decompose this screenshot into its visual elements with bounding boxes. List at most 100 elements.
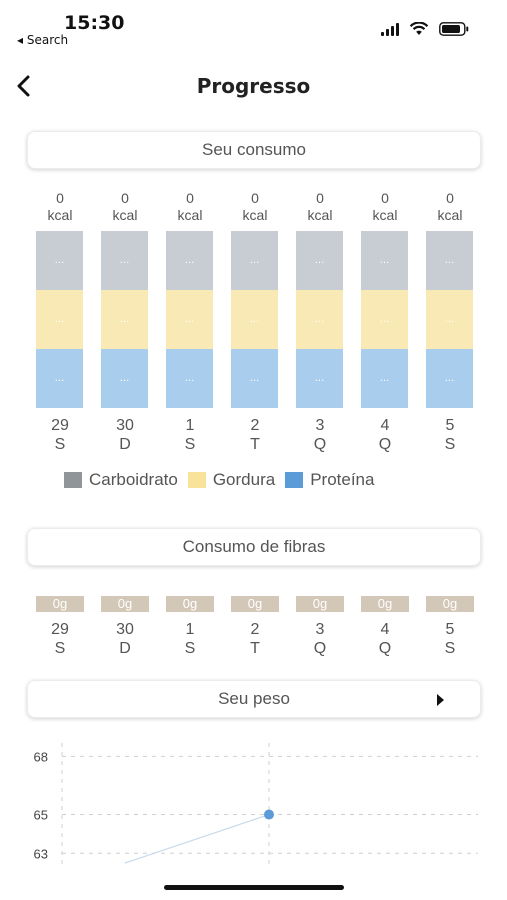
legend-swatch — [285, 472, 304, 488]
fat-bar[interactable]: ... — [296, 290, 343, 349]
fibra-day-column: 0g 4 Q — [361, 596, 409, 658]
protein-bar[interactable]: ... — [361, 349, 408, 408]
fibra-value-badge: 0g — [296, 596, 344, 612]
day-weekday: S — [184, 640, 196, 657]
fibra-day-column: 0g 2 T — [231, 596, 279, 658]
day-weekday: D — [119, 436, 131, 453]
fat-bar[interactable]: ... — [231, 290, 278, 349]
kcal-value: 0 — [251, 190, 259, 206]
protein-bar[interactable]: ... — [426, 349, 473, 408]
y-tick-label: 65 — [34, 808, 48, 823]
fat-bar[interactable]: ... — [361, 290, 408, 349]
peso-header-label: Seu peso — [218, 689, 290, 708]
day-weekday: Q — [313, 436, 327, 453]
protein-bar[interactable]: ... — [296, 349, 343, 408]
fibra-value-badge: 0g — [166, 596, 214, 612]
y-tick-label: 63 — [34, 846, 48, 861]
day-date: 5 — [445, 417, 455, 434]
day-date: 3 — [315, 621, 325, 638]
day-date: 2 — [250, 417, 260, 434]
fibra-day-column: 0g 5 S — [426, 596, 474, 658]
day-weekday: S — [444, 436, 456, 453]
kcal-unit: kcal — [372, 207, 398, 223]
day-date: 3 — [315, 417, 325, 434]
day-weekday: S — [444, 640, 456, 657]
consumo-day-column: 0 kcal......... 29 S — [36, 190, 84, 460]
consumo-day-column: 0 kcal......... 2 T — [231, 190, 279, 460]
day-weekday: T — [250, 436, 260, 453]
fat-bar[interactable]: ... — [166, 290, 213, 349]
kcal-unit: kcal — [112, 207, 138, 223]
day-date: 29 — [51, 417, 69, 434]
carb-bar[interactable]: ... — [36, 231, 83, 290]
weight-data-point[interactable] — [264, 809, 274, 820]
carb-bar[interactable]: ... — [361, 231, 408, 290]
fibra-value-badge: 0g — [231, 596, 279, 612]
fat-bar[interactable]: ... — [426, 290, 473, 349]
fibra-day-column: 0g 30 D — [101, 596, 149, 658]
carb-bar[interactable]: ... — [101, 231, 148, 290]
day-date: 30 — [116, 417, 134, 434]
signal-icon — [381, 23, 399, 36]
day-date: 4 — [380, 417, 390, 434]
day-date: 4 — [380, 621, 390, 638]
kcal-unit: kcal — [242, 207, 268, 223]
legend-item: Carboidrato — [64, 470, 178, 490]
fibra-value-badge: 0g — [36, 596, 84, 612]
protein-bar[interactable]: ... — [36, 349, 83, 408]
consumo-section-header[interactable]: Seu consumo — [27, 131, 481, 169]
play-arrow-icon[interactable] — [437, 694, 444, 706]
day-weekday: S — [54, 640, 66, 657]
protein-bar[interactable]: ... — [231, 349, 278, 408]
legend-item: Gordura — [187, 470, 276, 490]
kcal-unit: kcal — [437, 207, 463, 223]
peso-section-header[interactable]: Seu peso — [27, 680, 481, 718]
carb-bar[interactable]: ... — [296, 231, 343, 290]
consumo-day-column: 0 kcal......... 4 Q — [361, 190, 409, 460]
wifi-icon — [409, 22, 429, 35]
protein-bar[interactable]: ... — [166, 349, 213, 408]
page-title: Progresso — [196, 74, 311, 98]
back-chevron-icon[interactable] — [14, 70, 44, 102]
protein-bar[interactable]: ... — [101, 349, 148, 408]
fat-bar[interactable]: ... — [101, 290, 148, 349]
legend-item: Proteína — [285, 470, 374, 490]
legend-swatch — [64, 472, 82, 488]
fibra-value-badge: 0g — [101, 596, 149, 612]
day-weekday: T — [250, 640, 260, 657]
consumo-day-column: 0 kcal......... 30 D — [101, 190, 149, 460]
kcal-value: 0 — [56, 190, 64, 206]
carb-bar[interactable]: ... — [231, 231, 278, 290]
kcal-value: 0 — [121, 190, 129, 206]
fibra-value-badge: 0g — [426, 596, 474, 612]
consumo-legend: Carboidrato Gordura Proteína — [64, 470, 374, 490]
status-time: 15:30 — [64, 12, 125, 34]
day-weekday: Q — [378, 640, 392, 657]
legend-label: Carboidrato — [89, 470, 178, 489]
consumo-day-column: 0 kcal......... 3 Q — [296, 190, 344, 460]
legend-label: Proteína — [310, 470, 375, 489]
fibras-section-header[interactable]: Consumo de fibras — [27, 528, 481, 566]
fibra-day-column: 0g 29 S — [36, 596, 84, 658]
day-date: 30 — [116, 621, 134, 638]
day-weekday: Q — [313, 640, 327, 657]
status-bar: 15:30 ◂ Search — [0, 0, 507, 50]
fat-bar[interactable]: ... — [36, 290, 83, 349]
consumo-day-column: 0 kcal......... 1 S — [166, 190, 214, 460]
fibra-day-column: 0g 1 S — [166, 596, 214, 658]
weight-trend-line — [124, 813, 270, 864]
legend-label: Gordura — [212, 470, 276, 489]
day-date: 5 — [445, 621, 455, 638]
day-weekday: S — [54, 436, 66, 453]
carb-bar[interactable]: ... — [166, 231, 213, 290]
kcal-value: 0 — [186, 190, 194, 206]
back-to-search-link[interactable]: ◂ Search — [17, 33, 69, 47]
day-weekday: S — [184, 436, 196, 453]
battery-icon — [439, 22, 469, 36]
fibra-value-badge: 0g — [361, 596, 409, 612]
day-date: 1 — [185, 417, 195, 434]
day-date: 29 — [51, 621, 69, 638]
y-tick-label: 68 — [34, 749, 48, 764]
kcal-value: 0 — [316, 190, 324, 206]
carb-bar[interactable]: ... — [426, 231, 473, 290]
